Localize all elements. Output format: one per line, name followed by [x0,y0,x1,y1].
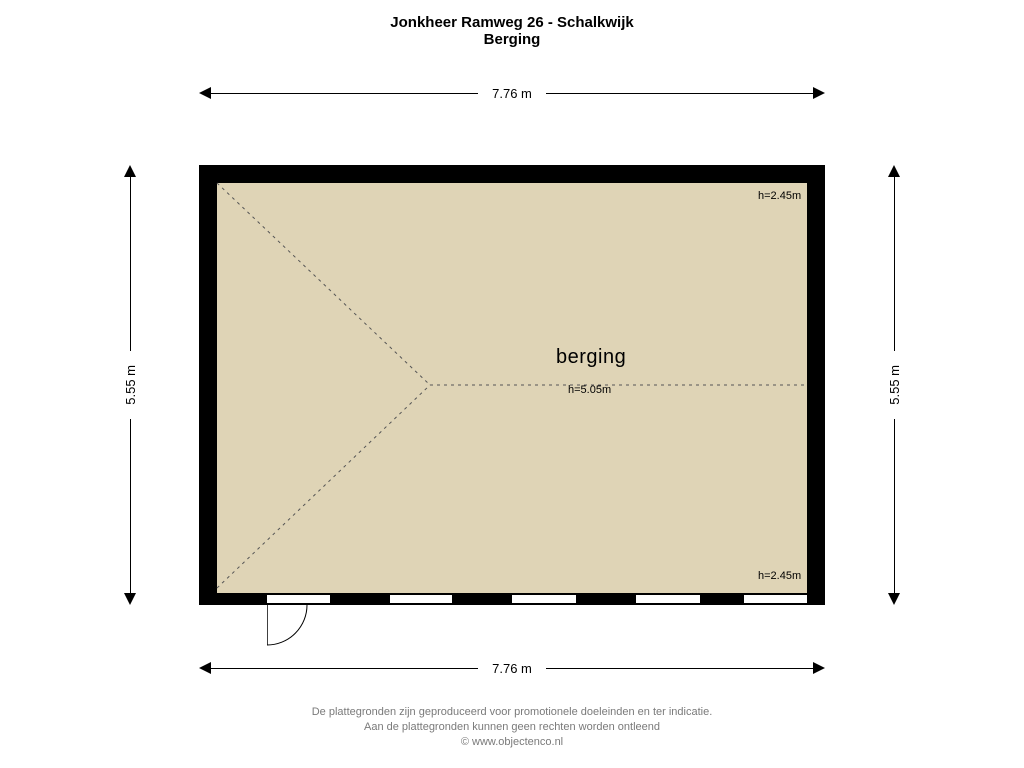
disclaimer-line: Aan de plattegronden kunnen geen rechten… [0,720,1024,735]
wall-segment [452,593,512,605]
disclaimer-line: © www.objectenco.nl [0,735,1024,750]
ceiling-height-center: h=5.05m [568,384,611,396]
wall-segment [576,593,636,605]
wall-segment [199,593,267,605]
floorplan-stage: Jonkheer Ramweg 26 - Schalkwijk Berging … [0,0,1024,768]
room-name-label: berging [556,346,626,369]
ceiling-height-top: h=2.45m [758,190,801,202]
wall-segment [330,593,390,605]
ceiling-height-bottom: h=2.45m [758,570,801,582]
wall-segment [807,593,825,605]
disclaimer-text: De plattegronden zijn geproduceerd voor … [0,705,1024,750]
disclaimer-line: De plattegronden zijn geproduceerd voor … [0,705,1024,720]
wall-segment [700,593,744,605]
door-swing-icon [267,605,330,649]
roof-ridge-lines [0,0,1024,768]
